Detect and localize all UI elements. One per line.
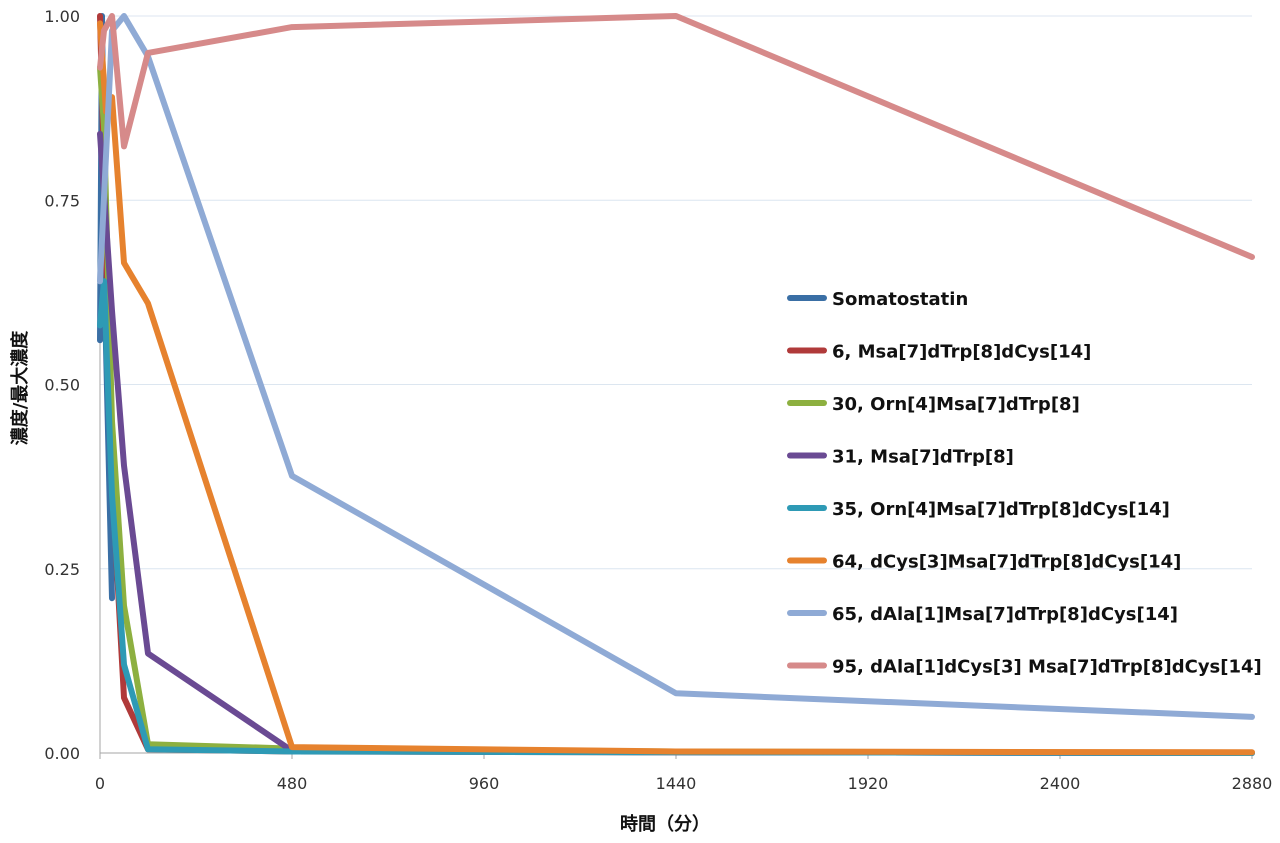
legend-label: 95, dAla[1]dCys[3] Msa[7]dTrp[8]dCys[14] bbox=[832, 657, 1262, 678]
legend-label: 64, dCys[3]Msa[7]dTrp[8]dCys[14] bbox=[832, 552, 1181, 573]
x-tick-label: 1440 bbox=[656, 774, 697, 793]
legend-label: Somatostatin bbox=[832, 289, 968, 310]
series-line-8 bbox=[97, 13, 1255, 260]
legend-label: 31, Msa[7]dTrp[8] bbox=[832, 447, 1014, 468]
x-axis-title: 時間（分） bbox=[620, 814, 710, 835]
x-tick-label: 2880 bbox=[1232, 774, 1273, 793]
y-tick-label: 0.50 bbox=[44, 376, 80, 395]
legend-label: 30, Orn[4]Msa[7]dTrp[8] bbox=[832, 394, 1080, 415]
x-tick-label: 480 bbox=[277, 774, 308, 793]
y-tick-label: 0.75 bbox=[44, 191, 80, 210]
x-tick-label: 960 bbox=[469, 774, 500, 793]
y-tick-label: 1.00 bbox=[44, 7, 80, 26]
legend-label: 35, Orn[4]Msa[7]dTrp[8]dCys[14] bbox=[832, 499, 1170, 520]
x-tick-label: 0 bbox=[95, 774, 105, 793]
gridlines bbox=[100, 15, 1252, 570]
y-axis-title: 濃度/最大濃度 bbox=[9, 330, 31, 446]
x-tick-label: 2400 bbox=[1040, 774, 1081, 793]
legend-label: 65, dAla[1]Msa[7]dTrp[8]dCys[14] bbox=[832, 604, 1178, 625]
series-line-6 bbox=[97, 20, 1255, 756]
legend: Somatostatin 6, Msa[7]dTrp[8]dCys[14] 30, … bbox=[787, 289, 1262, 678]
y-tick-label: 0.00 bbox=[44, 744, 80, 763]
series-lines bbox=[97, 13, 1255, 756]
y-tick-label: 0.25 bbox=[44, 560, 80, 579]
legend-label: 6, Msa[7]dTrp[8]dCys[14] bbox=[832, 342, 1091, 363]
x-tick-label: 1920 bbox=[848, 774, 889, 793]
